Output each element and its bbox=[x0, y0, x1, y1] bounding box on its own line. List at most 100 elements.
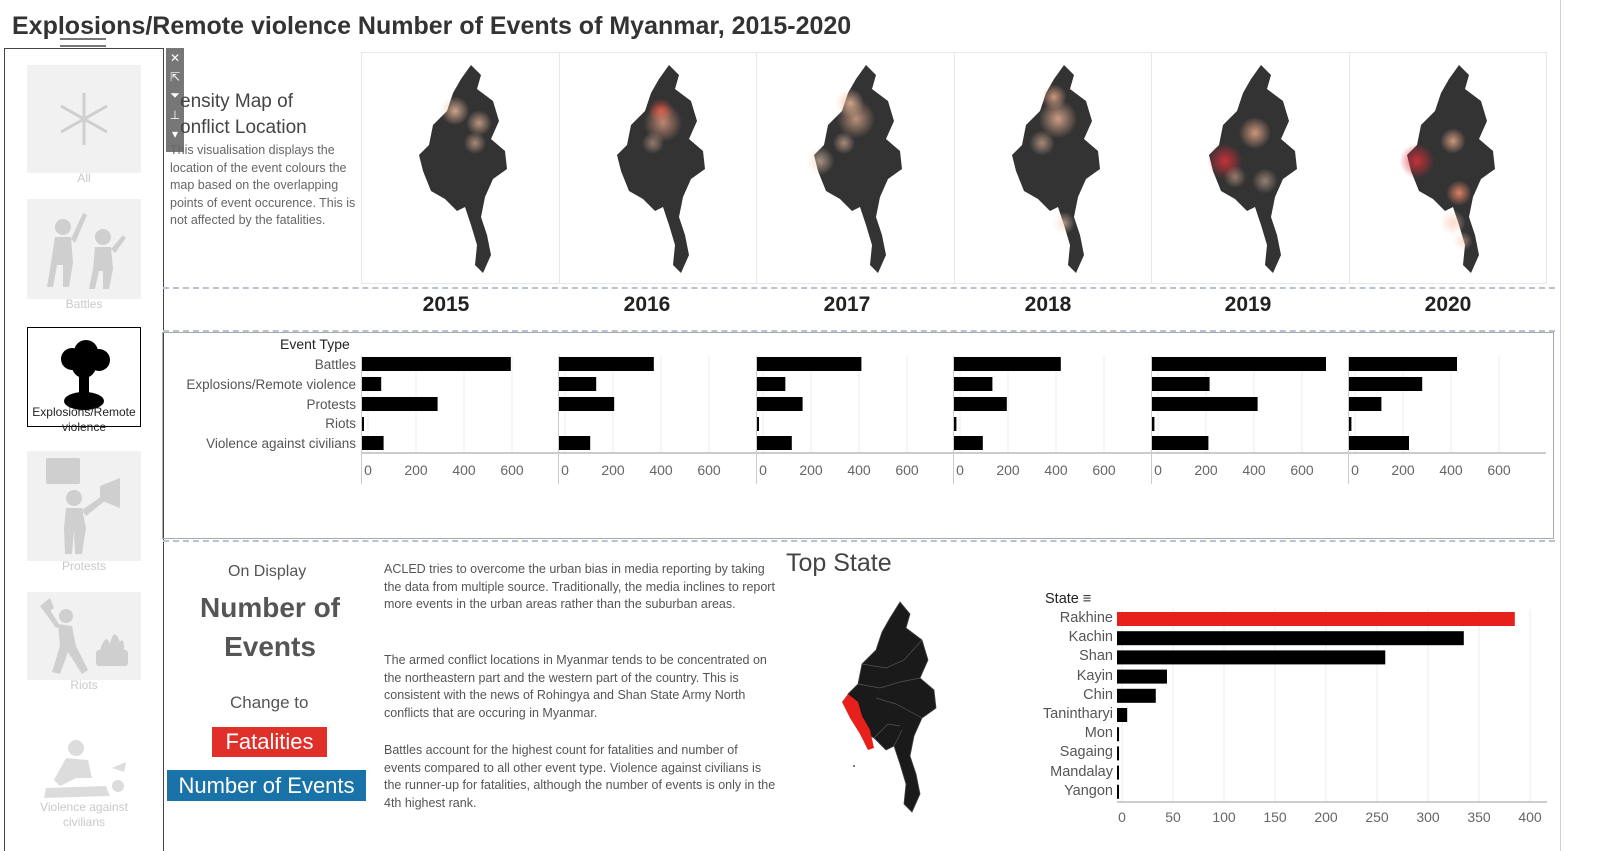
tick-label: 400 bbox=[452, 462, 476, 478]
filter-riots[interactable]: Riots bbox=[27, 592, 141, 693]
myanmar-map bbox=[419, 64, 508, 273]
drag-handle[interactable] bbox=[60, 38, 106, 47]
year-label: 2016 bbox=[623, 293, 671, 316]
tick-label: 50 bbox=[1165, 809, 1181, 825]
density-map-2015[interactable] bbox=[362, 53, 560, 283]
density-blob bbox=[1038, 99, 1077, 138]
filter-protests[interactable]: Protests bbox=[27, 451, 141, 574]
filter-icon[interactable]: ⏷ bbox=[170, 88, 180, 102]
bar[interactable] bbox=[757, 417, 759, 431]
bar[interactable] bbox=[1152, 417, 1155, 431]
state-bar[interactable] bbox=[1117, 650, 1386, 665]
number-of-events-button[interactable]: Number of Events bbox=[167, 770, 366, 801]
paragraph-conflict-locations: The armed conflict locations in Myanmar … bbox=[384, 653, 767, 720]
bar[interactable] bbox=[954, 397, 1007, 411]
filter-all[interactable]: All bbox=[27, 65, 141, 186]
fatalities-button[interactable]: Fatalities bbox=[212, 727, 327, 757]
tick-label: 300 bbox=[1416, 809, 1440, 825]
bar[interactable] bbox=[1349, 397, 1382, 411]
tick-label: 600 bbox=[697, 462, 721, 478]
bar[interactable] bbox=[362, 417, 364, 431]
bar[interactable] bbox=[757, 397, 803, 411]
density-map-2018[interactable] bbox=[955, 53, 1152, 283]
state-header[interactable]: State ≡ bbox=[1045, 591, 1091, 607]
dropdown-icon[interactable]: ▾ bbox=[171, 126, 179, 141]
density-title-line2: onflict Location bbox=[180, 117, 307, 138]
top-state-title: Top State bbox=[786, 549, 892, 577]
bar[interactable] bbox=[559, 436, 591, 450]
state-borders bbox=[857, 639, 923, 747]
bar[interactable] bbox=[559, 377, 597, 391]
state-bar[interactable] bbox=[1117, 765, 1119, 780]
filter-explosions[interactable]: Explosions/Remote violence bbox=[27, 327, 141, 435]
state-bar[interactable] bbox=[1117, 612, 1515, 626]
bar[interactable] bbox=[757, 436, 792, 450]
state-bar[interactable] bbox=[1117, 631, 1464, 646]
myanmar-map bbox=[616, 64, 705, 273]
bar[interactable] bbox=[559, 397, 615, 411]
state-bar[interactable] bbox=[1117, 727, 1120, 742]
bar[interactable] bbox=[362, 397, 438, 411]
bar[interactable] bbox=[1349, 357, 1457, 371]
state-bar[interactable] bbox=[1117, 746, 1120, 761]
state-bar[interactable] bbox=[1117, 669, 1167, 684]
popout-icon[interactable]: ⇱ bbox=[169, 69, 181, 84]
tick-label: 200 bbox=[1391, 462, 1415, 478]
bar[interactable] bbox=[954, 377, 993, 391]
density-blob bbox=[1028, 129, 1055, 156]
density-blob bbox=[1252, 167, 1279, 194]
divider bbox=[163, 287, 1555, 289]
bar[interactable] bbox=[757, 357, 862, 371]
filter-battles[interactable]: Battles bbox=[27, 199, 141, 312]
state-bar[interactable] bbox=[1117, 688, 1156, 703]
filter-label: All bbox=[77, 171, 91, 185]
density-map-description: This visualisation displays the location… bbox=[170, 143, 356, 227]
state-bar[interactable] bbox=[1117, 708, 1128, 722]
density-map-2020[interactable] bbox=[1350, 53, 1547, 283]
pin-icon[interactable]: ⊥ bbox=[169, 107, 181, 122]
tick-label: 0 bbox=[956, 462, 964, 478]
bar[interactable] bbox=[954, 417, 957, 431]
tick-label: 0 bbox=[759, 462, 767, 478]
sort-icon[interactable]: ≡ bbox=[1082, 591, 1092, 607]
myanmar-land bbox=[1011, 64, 1100, 273]
density-map-title: ensity Map of onflict Location bbox=[180, 89, 307, 141]
right-border bbox=[1560, 0, 1561, 851]
density-map-2017[interactable] bbox=[757, 53, 955, 283]
rakhine-region[interactable] bbox=[842, 694, 874, 750]
bar[interactable] bbox=[1152, 397, 1258, 411]
filter-violence-civilians[interactable]: Violence against civilians bbox=[27, 736, 141, 830]
year-label: 2020 bbox=[1424, 293, 1472, 316]
asterisk-icon bbox=[27, 65, 141, 173]
state-map[interactable] bbox=[830, 598, 950, 823]
bar[interactable] bbox=[954, 357, 1061, 371]
bar[interactable] bbox=[1152, 436, 1209, 450]
bar[interactable] bbox=[362, 377, 382, 391]
bar[interactable] bbox=[1349, 377, 1423, 391]
density-map-2016[interactable] bbox=[560, 53, 757, 283]
density-map-2019[interactable] bbox=[1152, 53, 1350, 283]
bar[interactable] bbox=[757, 377, 786, 391]
dashboard-title: Explosions/Remote violence Number of Eve… bbox=[12, 12, 852, 40]
event-type-chart-frame bbox=[162, 332, 1554, 539]
divider bbox=[163, 540, 1555, 542]
bar[interactable] bbox=[1349, 417, 1352, 431]
event-type-header[interactable]: Event Type bbox=[280, 336, 350, 352]
bar[interactable] bbox=[1349, 436, 1409, 450]
tick-label: 600 bbox=[895, 462, 919, 478]
bar[interactable] bbox=[1152, 377, 1210, 391]
bar[interactable] bbox=[1152, 357, 1326, 371]
close-icon[interactable]: ✕ bbox=[169, 50, 181, 65]
density-blob bbox=[1399, 142, 1435, 179]
tick-label: 200 bbox=[996, 462, 1020, 478]
paragraph-battles: Battles account for the highest count fo… bbox=[384, 743, 776, 810]
myanmar-map bbox=[1011, 64, 1100, 273]
bar[interactable] bbox=[362, 357, 511, 371]
year-label: 2015 bbox=[422, 293, 470, 316]
bar[interactable] bbox=[954, 436, 983, 450]
bar[interactable] bbox=[362, 436, 384, 450]
year-label: 2019 bbox=[1224, 293, 1272, 316]
state-bar[interactable] bbox=[1117, 784, 1119, 799]
tick-label: 600 bbox=[500, 462, 524, 478]
bar[interactable] bbox=[559, 357, 654, 371]
